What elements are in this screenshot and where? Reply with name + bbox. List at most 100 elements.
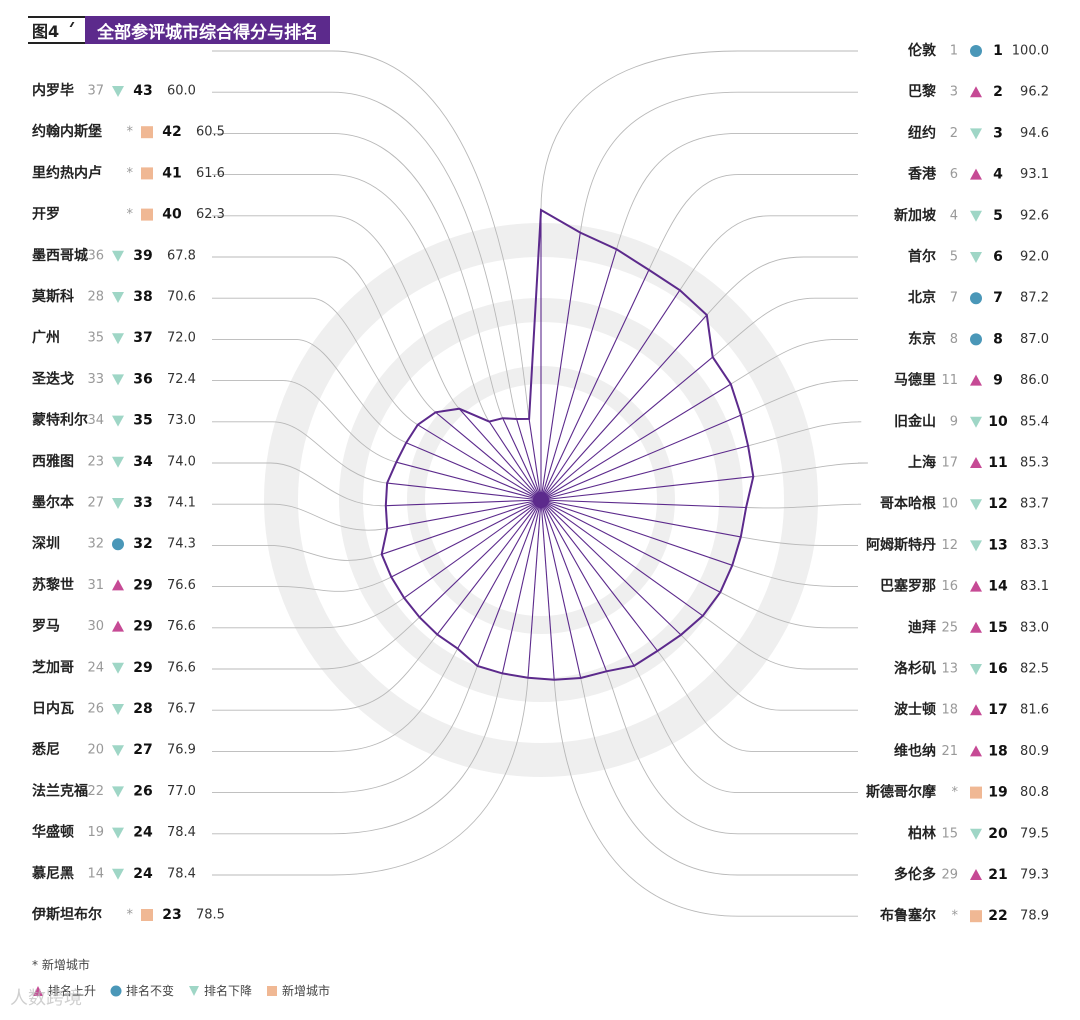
- prev-rank-label: 25: [941, 620, 958, 635]
- down-triangle-icon: [112, 86, 124, 97]
- leader-line: [212, 648, 458, 752]
- prev-rank-label: 30: [87, 619, 104, 634]
- score-label: 94.6: [1020, 126, 1049, 141]
- down-triangle-icon: [970, 540, 982, 552]
- prev-rank-label: 26: [87, 702, 104, 717]
- up-triangle-icon: [970, 168, 982, 180]
- circle-icon: [112, 538, 124, 551]
- leader-line: [730, 338, 858, 385]
- spoke: [540, 445, 749, 501]
- leader-line: [720, 591, 858, 629]
- prev-rank-label: 23: [87, 454, 104, 469]
- city-label: 柏林: [908, 825, 936, 842]
- up-triangle-icon: [112, 579, 124, 591]
- spoke: [540, 499, 733, 566]
- down-triangle-icon: [112, 704, 124, 715]
- square-icon: [267, 985, 278, 996]
- score-label: 61.6: [196, 166, 225, 181]
- leader-line: [212, 616, 420, 670]
- score-label: 78.4: [167, 866, 196, 881]
- leader-line: [212, 576, 392, 592]
- square-icon: [970, 910, 982, 923]
- spoke: [540, 314, 708, 501]
- spoke: [540, 499, 682, 636]
- rank-label: 4: [993, 167, 1003, 183]
- legend-item-down: 排名下降: [188, 982, 252, 999]
- leader-line: [648, 174, 858, 271]
- city-label: 莫斯科: [31, 288, 74, 305]
- leader-line: [580, 677, 858, 876]
- square-icon: [141, 208, 153, 221]
- up-triangle-icon: [970, 580, 982, 592]
- legend: 排名上升 排名不变 排名下降 新增城市: [32, 982, 330, 999]
- spoke: [403, 499, 542, 599]
- up-triangle-icon: [970, 869, 982, 880]
- city-label: 法兰克福: [32, 782, 88, 799]
- leader-line: [212, 544, 382, 561]
- prev-rank-label: 18: [941, 703, 958, 718]
- circle-icon: [970, 292, 982, 305]
- square-icon: [141, 167, 153, 180]
- city-label: 慕尼黑: [31, 865, 74, 882]
- legend-item-same: 排名不变: [110, 982, 174, 999]
- down-triangle-icon: [112, 662, 124, 674]
- rank-label: 24: [133, 825, 153, 841]
- city-label: 维也纳: [894, 742, 936, 759]
- rank-label: 6: [993, 249, 1003, 265]
- prev-rank-label: 33: [87, 372, 104, 387]
- leader-line: [712, 297, 858, 358]
- spoke: [540, 269, 650, 501]
- score-label: 85.3: [1020, 456, 1049, 471]
- city-label: 日内瓦: [32, 700, 74, 717]
- prev-rank-label: 21: [941, 744, 958, 759]
- down-triangle-icon: [970, 416, 982, 428]
- spoke: [417, 424, 542, 501]
- score-label: 83.7: [1020, 497, 1049, 512]
- rank-label: 26: [133, 783, 152, 799]
- score-label: 82.5: [1020, 662, 1049, 677]
- footnote-new-city: * 新增城市: [32, 958, 90, 972]
- score-label: 77.0: [167, 784, 196, 799]
- rank-label: 10: [988, 414, 1008, 430]
- spoke: [540, 499, 635, 667]
- score-label: 78.4: [167, 825, 196, 840]
- spoke: [540, 499, 741, 538]
- rank-label: 15: [988, 620, 1007, 636]
- spoke: [540, 499, 658, 652]
- spoke: [476, 499, 542, 667]
- spoke: [540, 499, 582, 679]
- rank-label: 8: [993, 331, 1003, 347]
- prev-rank-label: 6: [950, 167, 958, 182]
- score-label: 72.0: [167, 331, 196, 346]
- rank-label: 9: [993, 373, 1003, 389]
- rank-label: 24: [133, 866, 153, 882]
- spoke: [381, 499, 542, 555]
- up-triangle-icon: [112, 620, 124, 632]
- rank-label: 14: [988, 579, 1008, 595]
- score-label: 74.0: [167, 454, 196, 469]
- rank-label: 29: [133, 619, 152, 635]
- leader-line: [740, 536, 858, 546]
- city-label: 苏黎世: [32, 576, 74, 593]
- score-label: 70.6: [167, 290, 196, 305]
- score-label: 86.0: [1020, 373, 1049, 388]
- prev-rank-label: 5: [950, 250, 958, 265]
- score-label: 62.3: [196, 207, 225, 222]
- rank-label: 29: [133, 577, 152, 593]
- prev-rank-label: *: [952, 785, 959, 800]
- down-triangle-icon: [112, 827, 124, 839]
- city-label: 洛杉矶: [894, 660, 936, 677]
- legend-label-new: 新增城市: [282, 984, 331, 998]
- leader-line: [212, 338, 407, 444]
- city-label: 波士顿: [894, 701, 936, 718]
- leader-line: [212, 91, 518, 420]
- city-label: 墨尔本: [32, 494, 75, 511]
- up-triangle-icon: [970, 704, 982, 716]
- rank-label: 28: [133, 701, 152, 717]
- down-triangle-icon: [112, 745, 124, 757]
- city-label: 广州: [32, 329, 60, 346]
- score-label: 76.6: [167, 619, 196, 634]
- down-triangle-icon: [189, 985, 200, 996]
- city-label: 哥本哈根: [880, 495, 937, 512]
